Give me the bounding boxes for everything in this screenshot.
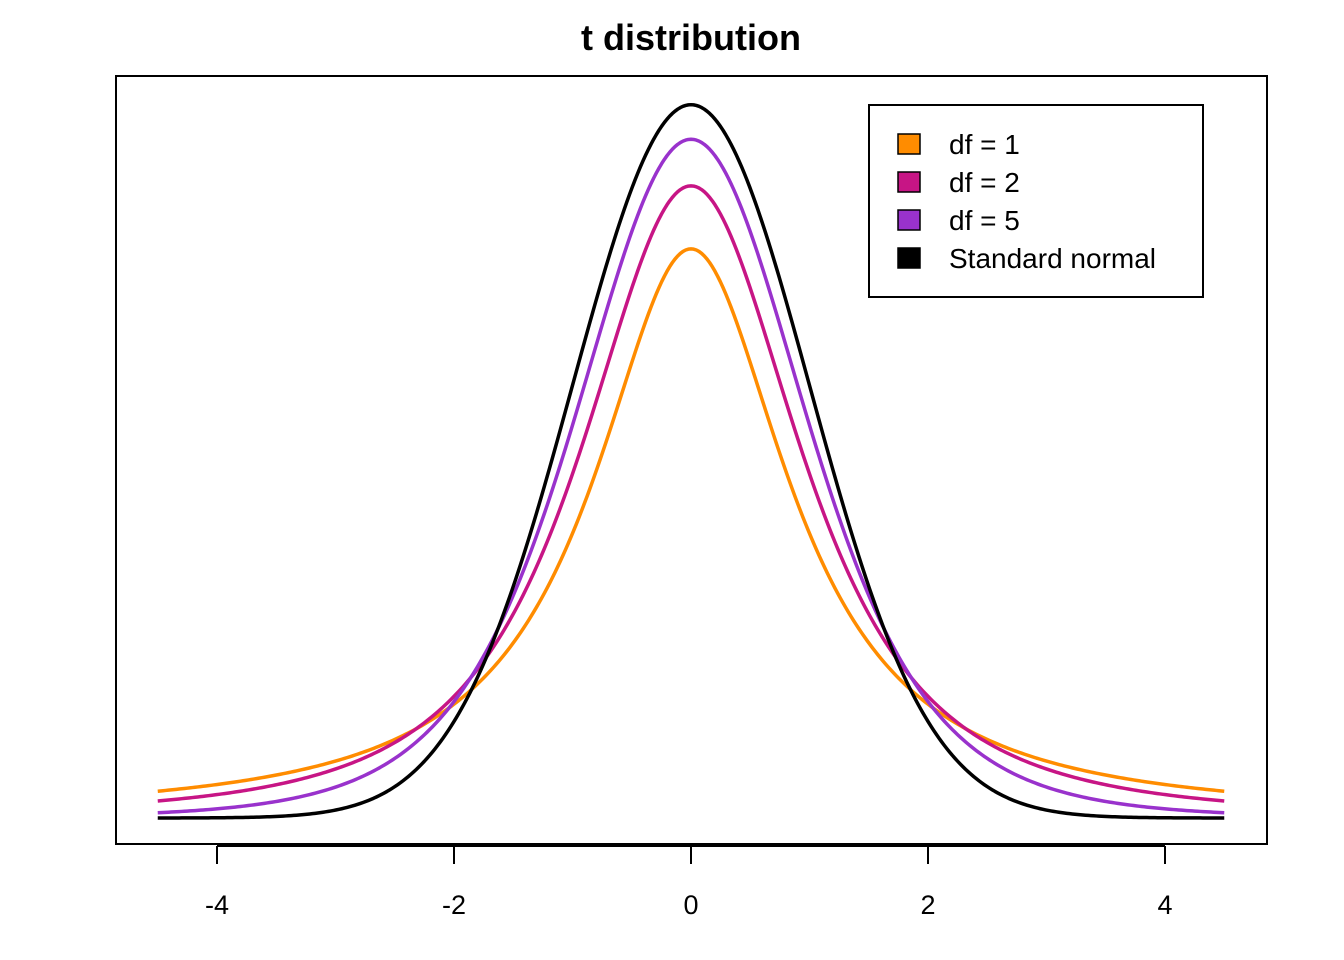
x-tick-label: 0 (683, 890, 698, 920)
legend-swatch (897, 133, 921, 155)
legend-label: Standard normal (949, 243, 1156, 274)
legend-swatch (897, 247, 921, 269)
x-tick-label: 2 (920, 890, 935, 920)
x-tick-label: 4 (1157, 890, 1172, 920)
legend-swatch (897, 171, 921, 193)
legend-label: df = 1 (949, 129, 1020, 160)
plot-frame (115, 75, 1268, 845)
legend: df = 1 df = 2 df = 5 Standard normal (868, 104, 1204, 298)
series-line-df2 (157, 184, 1225, 803)
chart-title: t distribution (581, 17, 801, 58)
x-tick-label: -2 (442, 890, 466, 920)
legend-box (868, 104, 1204, 298)
series-line-df1 (157, 247, 1225, 793)
series-line-normal (157, 102, 1225, 820)
legend-swatch (897, 209, 921, 231)
curves-layer (157, 102, 1225, 820)
series-line-df5 (157, 137, 1225, 815)
legend-label: df = 5 (949, 205, 1020, 236)
legend-label: df = 2 (949, 167, 1020, 198)
x-axis: -4 -2 0 2 4 (205, 845, 1173, 920)
x-tick-label: -4 (205, 890, 229, 920)
